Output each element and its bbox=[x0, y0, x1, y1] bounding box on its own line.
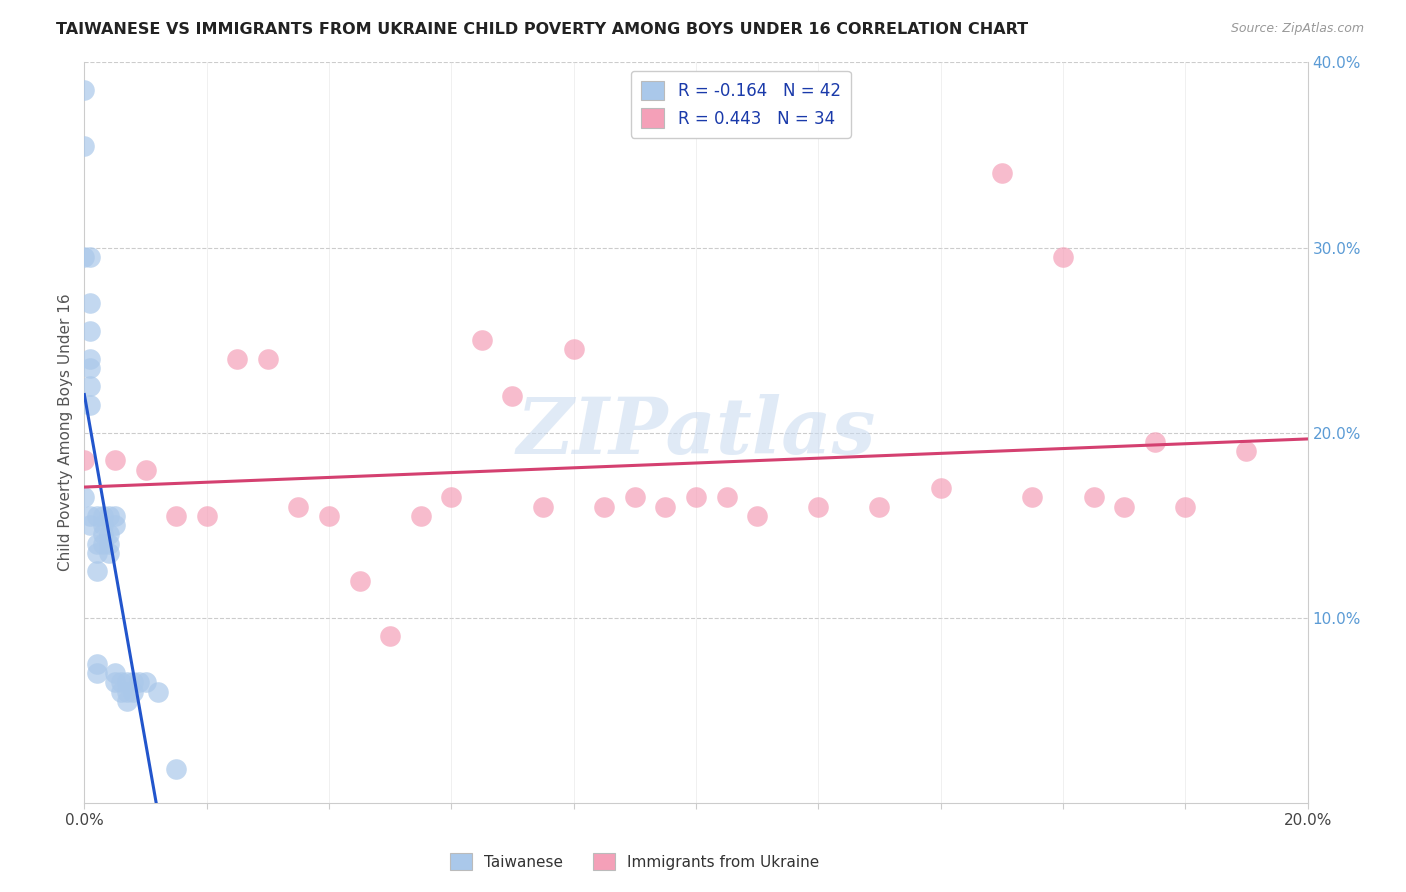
Text: ZIPatlas: ZIPatlas bbox=[516, 394, 876, 471]
Point bbox=[73, 138, 96, 153]
Point bbox=[226, 351, 249, 366]
Point bbox=[104, 675, 127, 690]
Point bbox=[79, 398, 101, 412]
Point bbox=[380, 629, 402, 643]
Point bbox=[1174, 500, 1197, 514]
Text: Source: ZipAtlas.com: Source: ZipAtlas.com bbox=[1230, 22, 1364, 36]
Point bbox=[1021, 491, 1043, 505]
Point bbox=[73, 250, 96, 264]
Point bbox=[318, 508, 340, 523]
Point bbox=[409, 508, 432, 523]
Point bbox=[86, 508, 108, 523]
Point bbox=[807, 500, 830, 514]
Point bbox=[195, 508, 218, 523]
Point bbox=[146, 685, 169, 699]
Point bbox=[91, 518, 114, 533]
Point bbox=[104, 453, 127, 467]
Point bbox=[97, 546, 120, 560]
Point bbox=[562, 343, 585, 357]
Point bbox=[747, 508, 769, 523]
Point bbox=[104, 518, 127, 533]
Y-axis label: Child Poverty Among Boys Under 16: Child Poverty Among Boys Under 16 bbox=[58, 293, 73, 572]
Point bbox=[79, 324, 101, 338]
Point bbox=[91, 527, 114, 541]
Point bbox=[287, 500, 309, 514]
Point bbox=[991, 167, 1014, 181]
Point bbox=[122, 675, 145, 690]
Point bbox=[79, 250, 101, 264]
Point bbox=[1143, 434, 1166, 449]
Point bbox=[97, 508, 120, 523]
Point bbox=[79, 296, 101, 310]
Point bbox=[115, 694, 138, 708]
Point bbox=[91, 537, 114, 551]
Point bbox=[86, 546, 108, 560]
Point bbox=[97, 537, 120, 551]
Point bbox=[1083, 491, 1105, 505]
Point bbox=[115, 675, 138, 690]
Point bbox=[685, 491, 707, 505]
Point bbox=[79, 360, 101, 375]
Point bbox=[1236, 444, 1258, 458]
Text: TAIWANESE VS IMMIGRANTS FROM UKRAINE CHILD POVERTY AMONG BOYS UNDER 16 CORRELATI: TAIWANESE VS IMMIGRANTS FROM UKRAINE CHI… bbox=[56, 22, 1028, 37]
Point bbox=[79, 518, 101, 533]
Point bbox=[104, 666, 127, 681]
Point bbox=[624, 491, 647, 505]
Point bbox=[86, 537, 108, 551]
Point bbox=[654, 500, 676, 514]
Point bbox=[104, 508, 127, 523]
Point bbox=[91, 508, 114, 523]
Point bbox=[1052, 250, 1074, 264]
Point bbox=[79, 379, 101, 393]
Point bbox=[128, 675, 150, 690]
Point bbox=[135, 675, 157, 690]
Point bbox=[86, 666, 108, 681]
Point bbox=[73, 491, 96, 505]
Point bbox=[440, 491, 463, 505]
Point bbox=[165, 508, 187, 523]
Point bbox=[86, 565, 108, 579]
Point bbox=[1114, 500, 1136, 514]
Point bbox=[257, 351, 280, 366]
Point bbox=[115, 685, 138, 699]
Point bbox=[869, 500, 891, 514]
Legend: Taiwanese, Immigrants from Ukraine: Taiwanese, Immigrants from Ukraine bbox=[444, 847, 825, 877]
Point bbox=[502, 389, 524, 403]
Point bbox=[110, 685, 132, 699]
Point bbox=[135, 463, 157, 477]
Point bbox=[471, 333, 494, 347]
Point bbox=[97, 527, 120, 541]
Point bbox=[73, 453, 96, 467]
Point bbox=[79, 508, 101, 523]
Point bbox=[79, 351, 101, 366]
Point bbox=[122, 685, 145, 699]
Point bbox=[165, 763, 187, 777]
Point bbox=[531, 500, 554, 514]
Point bbox=[716, 491, 738, 505]
Point bbox=[73, 83, 96, 97]
Point bbox=[110, 675, 132, 690]
Point bbox=[593, 500, 616, 514]
Point bbox=[929, 481, 952, 495]
Point bbox=[86, 657, 108, 671]
Point bbox=[349, 574, 371, 588]
